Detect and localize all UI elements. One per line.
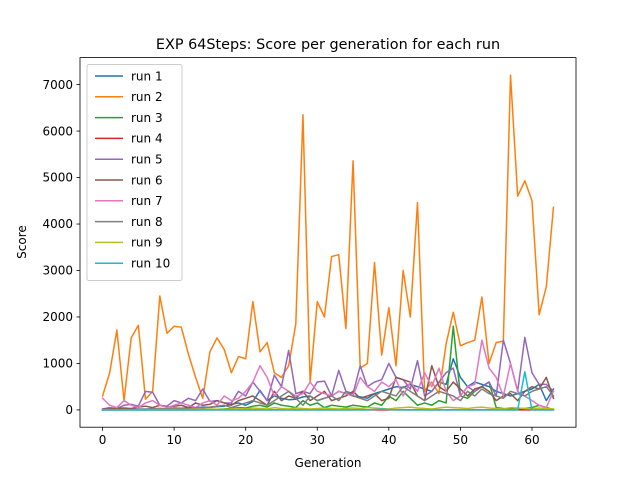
legend-label-4: run 4 bbox=[131, 132, 163, 146]
y-tick-label: 7000 bbox=[42, 78, 73, 92]
series-line-5 bbox=[101, 336, 555, 410]
legend-label-8: run 8 bbox=[131, 215, 163, 229]
x-tick-label: 50 bbox=[453, 433, 468, 447]
series-line-6 bbox=[101, 365, 555, 411]
series-line-7 bbox=[101, 339, 555, 409]
y-tick-label: 0 bbox=[65, 403, 73, 417]
legend-label-3: run 3 bbox=[131, 111, 163, 125]
y-tick-label: 5000 bbox=[42, 171, 73, 185]
x-tick-label: 40 bbox=[381, 433, 396, 447]
axes-frame bbox=[79, 57, 577, 428]
legend-box bbox=[86, 64, 183, 281]
y-tick-label: 2000 bbox=[42, 310, 73, 324]
y-axis-label: Score bbox=[15, 225, 29, 259]
legend-label-1: run 1 bbox=[131, 69, 163, 83]
y-tick-label: 4000 bbox=[42, 217, 73, 231]
series-line-8 bbox=[101, 385, 555, 411]
legend-label-5: run 5 bbox=[131, 153, 163, 167]
legend-label-2: run 2 bbox=[131, 90, 163, 104]
chart-title: EXP 64Steps: Score per generation for ea… bbox=[156, 37, 500, 53]
plot-lines bbox=[101, 74, 555, 411]
series-line-2 bbox=[101, 74, 555, 402]
x-tick-label: 10 bbox=[166, 433, 181, 447]
legend: run 1 run 2 run 3 run 4 run 5 run 6 run 7 run 8… bbox=[86, 64, 183, 281]
x-axis-ticks: 0 10 20 30 40 50 60 bbox=[99, 427, 540, 447]
y-tick-label: 1000 bbox=[42, 357, 73, 371]
legend-label-9: run 9 bbox=[131, 236, 163, 250]
x-tick-label: 20 bbox=[238, 433, 253, 447]
x-tick-label: 0 bbox=[99, 433, 107, 447]
x-tick-label: 60 bbox=[524, 433, 539, 447]
legend-label-7: run 7 bbox=[131, 194, 163, 208]
series-line-10 bbox=[101, 371, 555, 411]
y-tick-label: 3000 bbox=[42, 264, 73, 278]
legend-label-6: run 6 bbox=[131, 173, 163, 187]
x-axis-label: Generation bbox=[295, 456, 362, 470]
x-tick-label: 30 bbox=[310, 433, 325, 447]
y-axis-ticks: 0 1000 2000 3000 4000 5000 6000 7000 bbox=[42, 78, 80, 417]
legend-label-10: run 10 bbox=[131, 257, 170, 271]
y-tick-label: 6000 bbox=[42, 124, 73, 138]
